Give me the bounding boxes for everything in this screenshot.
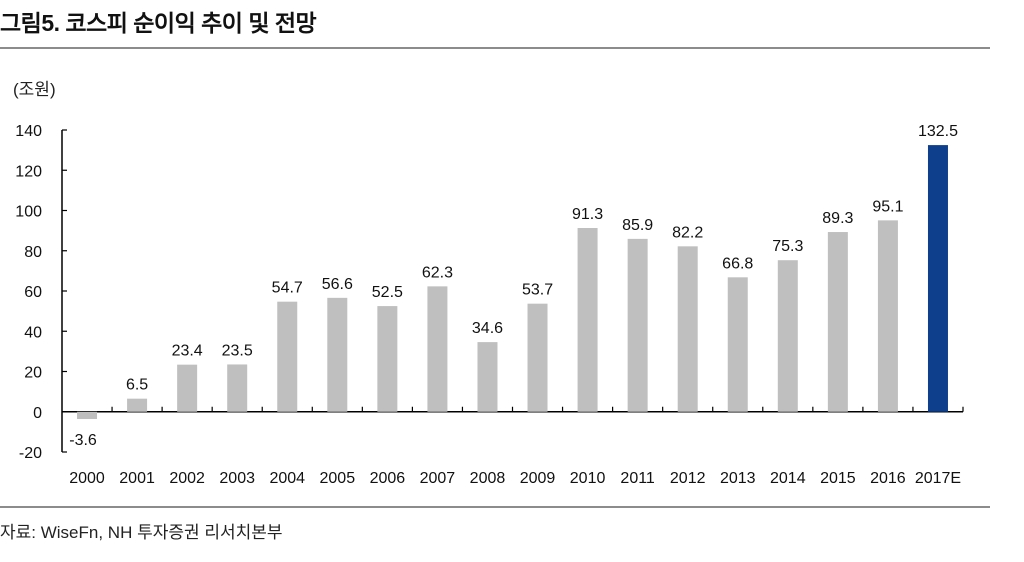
y-tick-label: 120 [15, 163, 42, 180]
bar-2008 [477, 342, 498, 412]
y-tick-label: 80 [24, 244, 42, 261]
bar-2002 [177, 364, 198, 412]
source-note: 자료: WiseFn, NH 투자증권 리서치본부 [0, 523, 283, 542]
x-tick-label: 2003 [219, 470, 255, 487]
bar-2000 [77, 411, 98, 419]
data-label: 23.5 [222, 342, 253, 359]
data-label: 6.5 [126, 377, 148, 394]
bar-2005 [327, 297, 348, 412]
source-divider [0, 506, 990, 508]
bar-2013 [727, 277, 748, 412]
data-label: 52.5 [372, 284, 403, 301]
x-tick-label: 2010 [570, 470, 606, 487]
data-label: 95.1 [872, 198, 903, 215]
x-tick-label: 2004 [269, 470, 305, 487]
x-tick-label: 2011 [620, 470, 655, 487]
data-label: 89.3 [822, 210, 853, 227]
data-label: 91.3 [572, 206, 603, 223]
x-tick-label: 2002 [169, 470, 205, 487]
data-label: 34.6 [472, 320, 503, 337]
bar-2012 [677, 246, 698, 412]
title-divider [0, 47, 990, 49]
y-tick-label: 60 [24, 284, 42, 301]
bar-2016 [877, 220, 898, 412]
bar-2006 [377, 306, 398, 412]
y-tick-label: 100 [15, 204, 42, 221]
x-tick-label: 2015 [820, 470, 856, 487]
chart-title: 그림5. 코스피 순이익 추이 및 전망 [0, 10, 317, 36]
data-label: 56.6 [322, 276, 353, 293]
y-tick-label: -20 [19, 445, 42, 462]
data-label: 23.4 [172, 343, 203, 360]
x-tick-label: 2008 [470, 470, 506, 487]
x-tick-label: 2005 [320, 470, 356, 487]
x-tick-label: 2001 [119, 470, 155, 487]
bar-2001 [127, 398, 148, 412]
data-label: -3.6 [69, 432, 97, 449]
y-tick-label: 20 [24, 365, 42, 382]
bar-2015 [827, 232, 848, 412]
y-tick-label: 40 [24, 324, 42, 341]
x-tick-label: 2012 [670, 470, 706, 487]
bar-2003 [227, 364, 248, 412]
y-tick-label: 140 [15, 123, 42, 140]
x-tick-label: 2014 [770, 470, 806, 487]
data-label: 132.5 [918, 123, 958, 140]
bar-2011 [627, 238, 648, 412]
data-label: 54.7 [272, 280, 303, 297]
bar-2009 [527, 303, 548, 412]
data-label: 66.8 [722, 255, 753, 272]
x-tick-label: 2006 [370, 470, 406, 487]
data-label: 82.2 [672, 224, 703, 241]
bar-2007 [427, 286, 448, 412]
bar-2010 [577, 228, 598, 412]
data-label: 53.7 [522, 282, 553, 299]
x-tick-label: 2007 [420, 470, 456, 487]
x-tick-label: 2000 [69, 470, 105, 487]
data-label: 62.3 [422, 264, 453, 281]
x-tick-label: 2016 [870, 470, 906, 487]
y-tick-label: 0 [33, 405, 42, 422]
data-label: 75.3 [772, 238, 803, 255]
bar-2004 [277, 301, 298, 412]
bar-2014 [777, 260, 798, 412]
x-tick-label: 2017E [915, 470, 961, 487]
data-label: 85.9 [622, 217, 653, 234]
x-tick-label: 2009 [520, 470, 556, 487]
x-tick-label: 2013 [720, 470, 756, 487]
y-axis-unit-label: (조원) [13, 80, 56, 99]
bar-2017E [927, 145, 948, 412]
